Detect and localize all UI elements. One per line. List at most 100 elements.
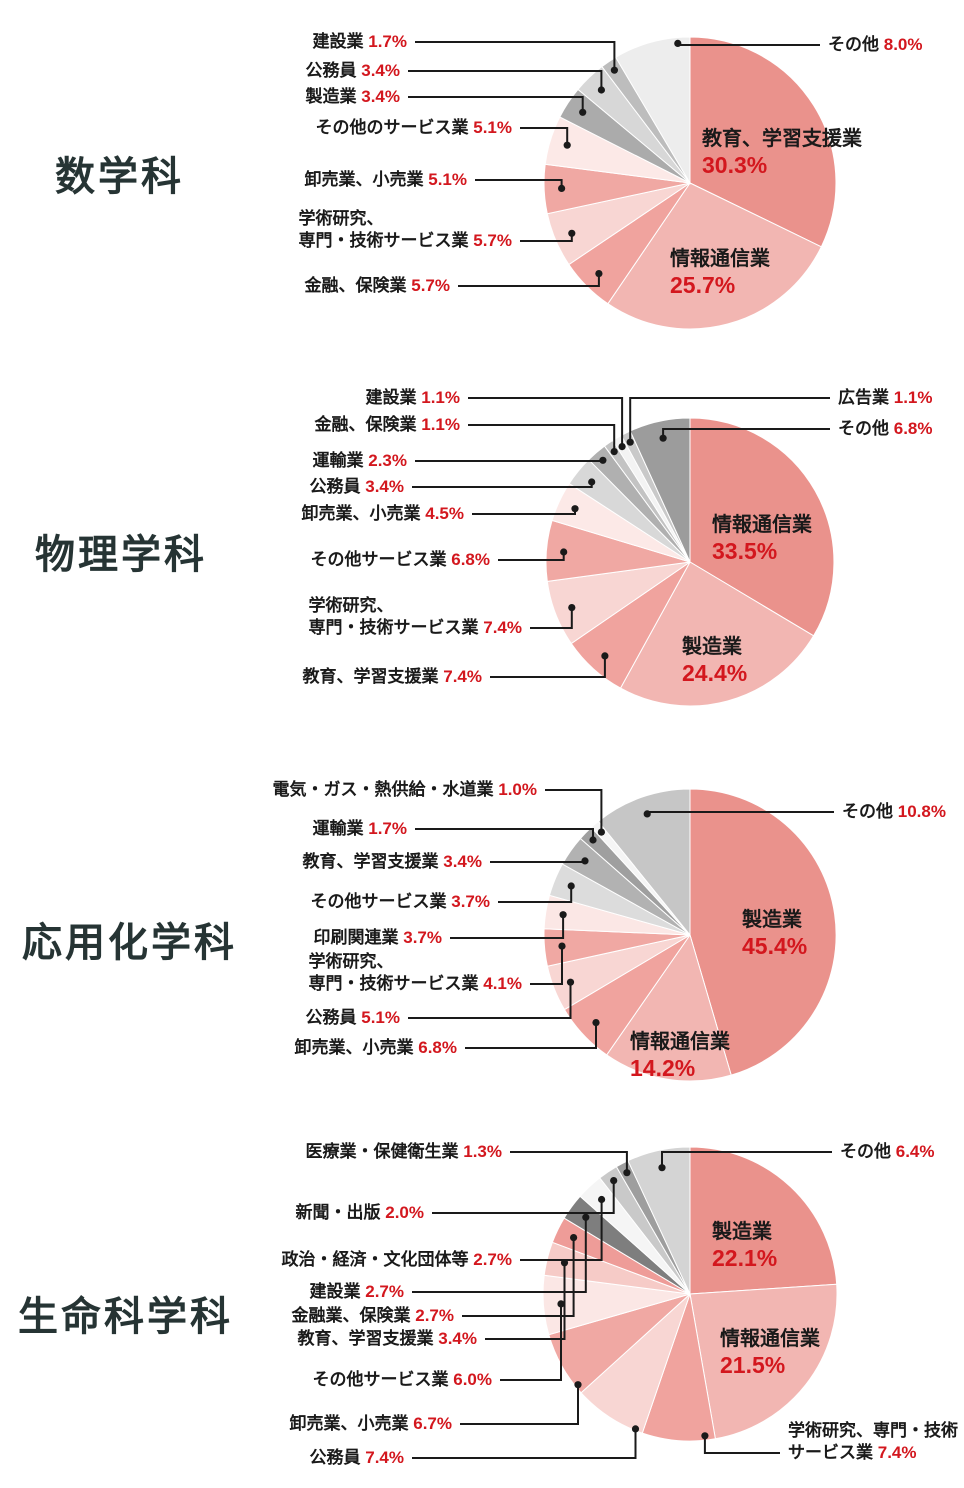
slice-label: 卸売業、小売業 6.7% [290, 1413, 452, 1435]
slice-label: 印刷関連業 3.7% [314, 927, 442, 949]
leader-line [415, 41, 616, 71]
leader-line [500, 1303, 562, 1381]
leader-dot [558, 942, 566, 950]
leader-dot [568, 604, 576, 612]
slice-label-inside: 情報通信業 21.5% [720, 1326, 820, 1380]
slice-label-text: 政治・経済・文化団体等 2.7% [281, 1250, 512, 1269]
slice-label-text: 専門・技術サービス業 5.7% [298, 231, 512, 250]
pie-slice [606, 933, 732, 1082]
slice-label: 政治・経済・文化団体等 2.7% [282, 1249, 512, 1271]
slice-label: 卸売業、小売業 4.5% [302, 503, 464, 525]
slice-label-text: その他 6.8% [838, 419, 933, 438]
slice-percent: 7.4% [443, 667, 482, 686]
slice-label-text: 学術研究、 [308, 952, 394, 971]
leader-dot [610, 66, 619, 74]
slice-percent: 5.1% [473, 118, 512, 137]
slice-label-text: 金融、保険業 5.7% [304, 276, 450, 295]
slice-percent: 5.7% [411, 276, 450, 295]
labels-layer: 情報通信業 33.5% 製造業 24.4% 教育、学習支援業 7.4% 学術研究、 専門・技… [0, 372, 964, 744]
slice-label-text: その他 10.8% [842, 802, 946, 821]
slice-label-text: 卸売業、小売業 4.5% [301, 504, 464, 523]
leader-dot [618, 443, 626, 451]
slice-percent: 6.7% [413, 1414, 452, 1433]
slice-percent: 1.1% [421, 415, 460, 434]
slice-label: 学術研究、専門・技術サービス業 7.4% [309, 595, 522, 639]
slice-percent: 3.4% [443, 852, 482, 871]
slice-percent: 1.7% [368, 819, 407, 838]
slice-percent: 2.7% [415, 1306, 454, 1325]
slice-label-text: 金融業、保険業 2.7% [291, 1306, 454, 1325]
slice-label-text: 建設業 1.1% [365, 388, 460, 407]
leader-line [412, 1217, 587, 1293]
slice-percent: 3.7% [403, 928, 442, 947]
slice-percent: 7.4% [365, 1448, 404, 1467]
leader-dot [701, 1432, 709, 1440]
leader-line [465, 1022, 597, 1049]
leader-dot [557, 1300, 565, 1308]
leader-dot [601, 652, 609, 660]
slice-label-text: その他 8.0% [828, 35, 923, 54]
slice-label: 学術研究、専門・技術サービス業 7.4% [788, 1420, 958, 1464]
slice-label-text: 建設業 2.7% [309, 1282, 404, 1301]
slice-label-text: その他サービス業 6.8% [310, 550, 490, 569]
slice-label: その他サービス業 6.8% [311, 549, 490, 571]
leader-line [432, 1180, 615, 1214]
slice-label-inside: 情報通信業 14.2% [630, 1029, 730, 1083]
slice-percent: 5.1% [428, 170, 467, 189]
leader-line [460, 1384, 579, 1425]
pie-chart [412, 1146, 838, 1459]
slice-percent: 2.3% [368, 451, 407, 470]
slice-percent: 3.4% [361, 87, 400, 106]
leader-dot [581, 857, 589, 865]
slice-label-text: 専門・技術サービス業 4.1% [308, 974, 522, 993]
pie-slice [689, 1146, 838, 1295]
slice-percent: 1.3% [463, 1142, 502, 1161]
slice-label-text: サービス業 7.4% [788, 1443, 917, 1462]
leader-dot [574, 1381, 582, 1389]
leader-dot [588, 478, 596, 486]
slice-percent: 22.1% [712, 1245, 778, 1271]
leader-line [412, 1428, 637, 1459]
chart-section-physics: 物理学科 情報通信業 33.5% 製造業 24.4% 教育、学習支援業 7.4% 学術研究… [0, 372, 964, 744]
slice-percent: 5.1% [361, 1008, 400, 1027]
chart-section-applied-chemistry: 応用化学科 製造業 45.4% 情報通信業 14.2% 卸売業、小売業 6.8% 公務員 … [0, 744, 964, 1116]
leader-line [530, 946, 563, 985]
slice-label-text: 情報通信業 [630, 1031, 730, 1053]
slice-label-text: その他サービス業 3.7% [310, 892, 490, 911]
labels-layer: 製造業 45.4% 情報通信業 14.2% 卸売業、小売業 6.8% 公務員 5.1% 学術… [0, 744, 964, 1116]
leader-line [530, 607, 573, 629]
slice-percent: 6.8% [451, 550, 490, 569]
department-title: 物理学科 [35, 533, 207, 577]
leader-dot [560, 548, 568, 556]
leader-line [458, 273, 600, 287]
slice-label: その他のサービス業 5.1% [316, 117, 512, 139]
slice-label: 公務員 3.4% [310, 476, 404, 498]
leader-dot [626, 438, 634, 446]
leader-dot [674, 39, 682, 48]
slice-label-text: 卸売業、小売業 6.7% [289, 1414, 452, 1433]
slice-label-text: 運輸業 2.3% [312, 451, 407, 470]
slice-label: 金融業、保険業 2.7% [292, 1305, 454, 1327]
pie-slice [607, 182, 822, 330]
department-title: 数学科 [55, 155, 184, 199]
leader-dot [559, 911, 567, 919]
slice-label-inside: 製造業 22.1% [712, 1219, 777, 1273]
slice-label: 広告業 1.1% [838, 387, 932, 409]
leader-dot [631, 1425, 640, 1433]
slice-label-text: 卸売業、小売業 5.1% [304, 170, 467, 189]
leader-line [462, 1237, 575, 1317]
slice-label: 金融、保険業 1.1% [315, 414, 460, 436]
leader-dot [643, 810, 651, 818]
pie-chart [412, 397, 835, 707]
slice-label: その他サービス業 3.7% [311, 891, 490, 913]
slice-label-inside: 情報通信業 25.7% [670, 246, 770, 300]
leader-dot [623, 1169, 631, 1177]
leader-line [629, 397, 830, 443]
leader-dot [582, 1213, 590, 1221]
slice-label-text: 情報通信業 [670, 248, 770, 270]
slice-percent: 3.4% [365, 477, 404, 496]
slice-label: その他サービス業 6.0% [313, 1369, 492, 1391]
slice-label-text: 広告業 1.1% [838, 388, 933, 407]
slice-percent: 10.8% [897, 802, 946, 821]
